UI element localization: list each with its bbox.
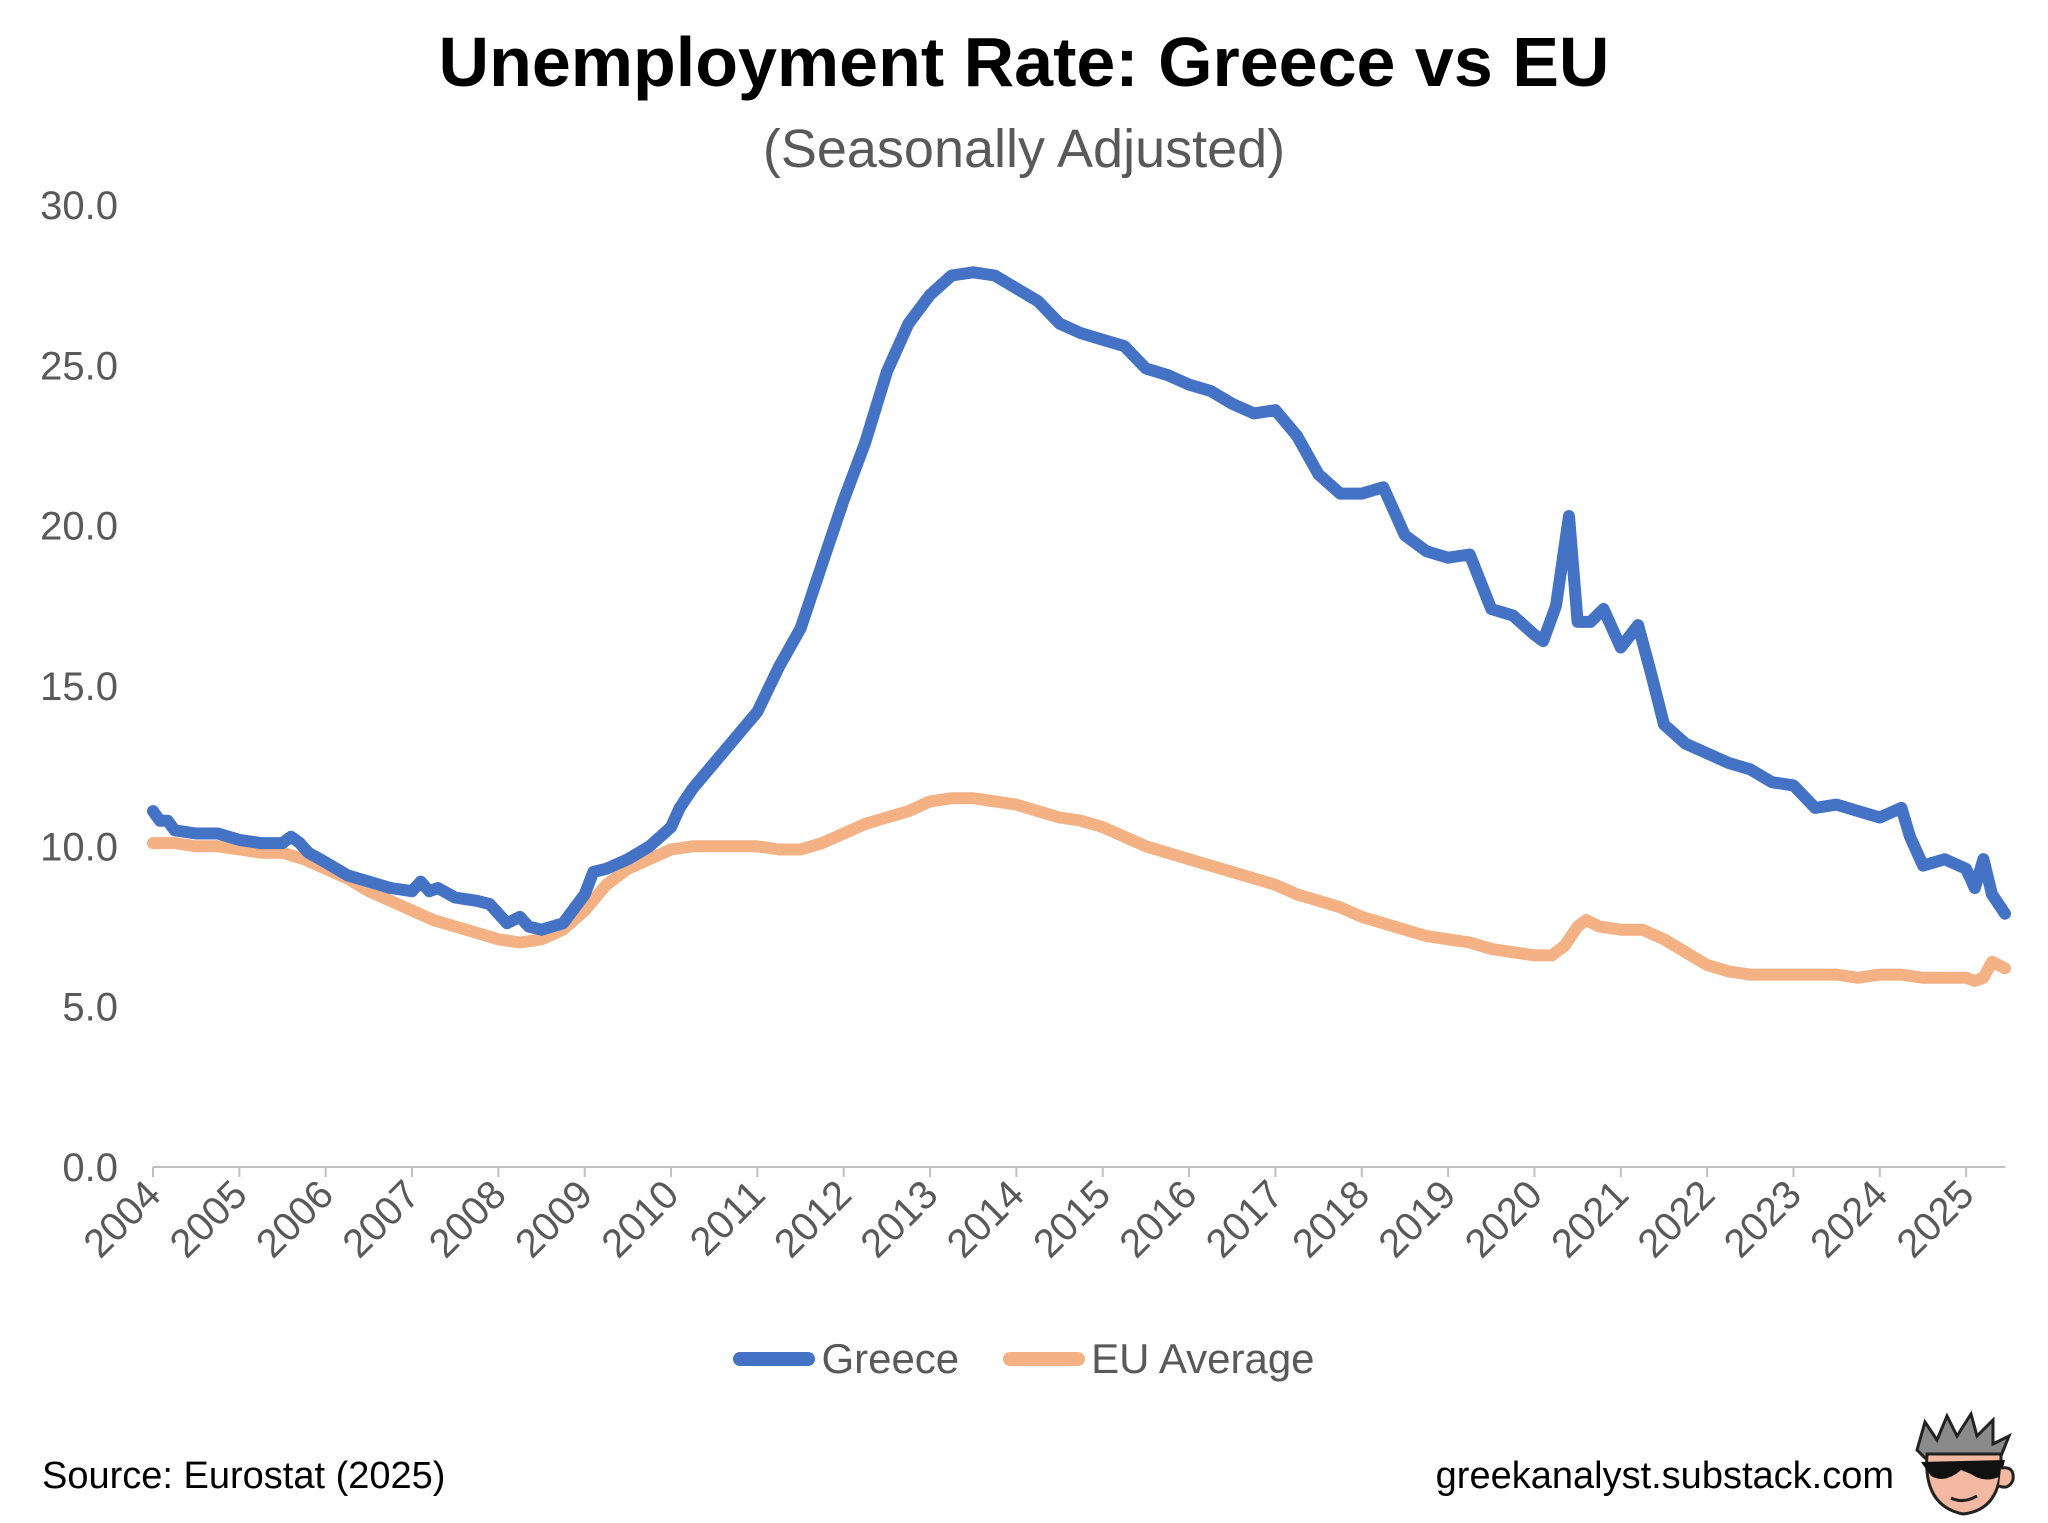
x-tick-label: 2013	[852, 1172, 946, 1266]
y-tick-label: 0.0	[62, 1146, 118, 1190]
site-url: greekanalyst.substack.com	[1435, 1455, 1894, 1497]
x-tick-label: 2020	[1457, 1172, 1551, 1266]
x-tick-label: 2006	[248, 1172, 342, 1266]
x-tick-label: 2007	[334, 1172, 428, 1266]
x-tick-label: 2009	[507, 1172, 601, 1266]
x-tick-label: 2019	[1370, 1172, 1464, 1266]
y-tick-label: 15.0	[40, 665, 118, 709]
x-tick-label: 2023	[1716, 1172, 1810, 1266]
series-line-greece	[147, 266, 2011, 936]
chart-subtitle: (Seasonally Adjusted)	[762, 119, 1286, 179]
mascot-logo-icon	[1915, 1410, 2015, 1516]
x-tick-label: 2005	[162, 1172, 256, 1266]
series-lines	[147, 266, 2011, 987]
y-tick-label: 30.0	[40, 184, 118, 228]
legend-label-eu-average: EU Average	[1091, 1335, 1315, 1382]
x-tick-label: 2018	[1284, 1172, 1378, 1266]
legend-item-eu-average[interactable]: EU Average	[1003, 1335, 1315, 1383]
x-tick-label: 2010	[593, 1172, 687, 1266]
legend-swatch-eu-average	[1003, 1352, 1086, 1366]
x-tick-label: 2011	[682, 1172, 774, 1264]
chart-title: Unemployment Rate: Greece vs EU	[438, 23, 1610, 101]
x-tick-label: 2016	[1111, 1172, 1205, 1266]
x-tick-label: 2012	[766, 1172, 860, 1266]
legend-label-greece: Greece	[821, 1335, 960, 1382]
series-line-eu-average	[147, 792, 2011, 987]
y-axis-ticks: 0.0 5.0 10.0 15.0 20.0 25.0 30.0	[40, 184, 118, 1190]
y-tick-label: 20.0	[40, 505, 118, 549]
legend: Greece EU Average	[0, 1335, 2048, 1383]
x-tick-label: 2025	[1888, 1172, 1982, 1266]
x-tick-label: 2008	[421, 1172, 515, 1266]
x-tick-label: 2015	[1025, 1172, 1119, 1266]
line-chart: 0.0 5.0 10.0 15.0 20.0 25.0 30.0 2004200520062…	[40, 184, 2011, 1266]
legend-swatch-greece	[733, 1352, 816, 1366]
x-tick-label: 2014	[939, 1172, 1033, 1266]
y-tick-label: 25.0	[40, 344, 118, 388]
x-tick-label: 2017	[1198, 1172, 1292, 1266]
x-axis-ticks: 2004200520062007200820092010201120122013…	[75, 1167, 1983, 1266]
source-note: Source: Eurostat (2025)	[42, 1455, 446, 1497]
x-tick-label: 2024	[1802, 1172, 1896, 1266]
x-tick-label: 2022	[1629, 1172, 1723, 1266]
x-tick-label: 2021	[1543, 1172, 1637, 1266]
y-tick-label: 10.0	[40, 825, 118, 869]
y-tick-label: 5.0	[62, 986, 118, 1030]
legend-item-greece[interactable]: Greece	[733, 1335, 959, 1383]
